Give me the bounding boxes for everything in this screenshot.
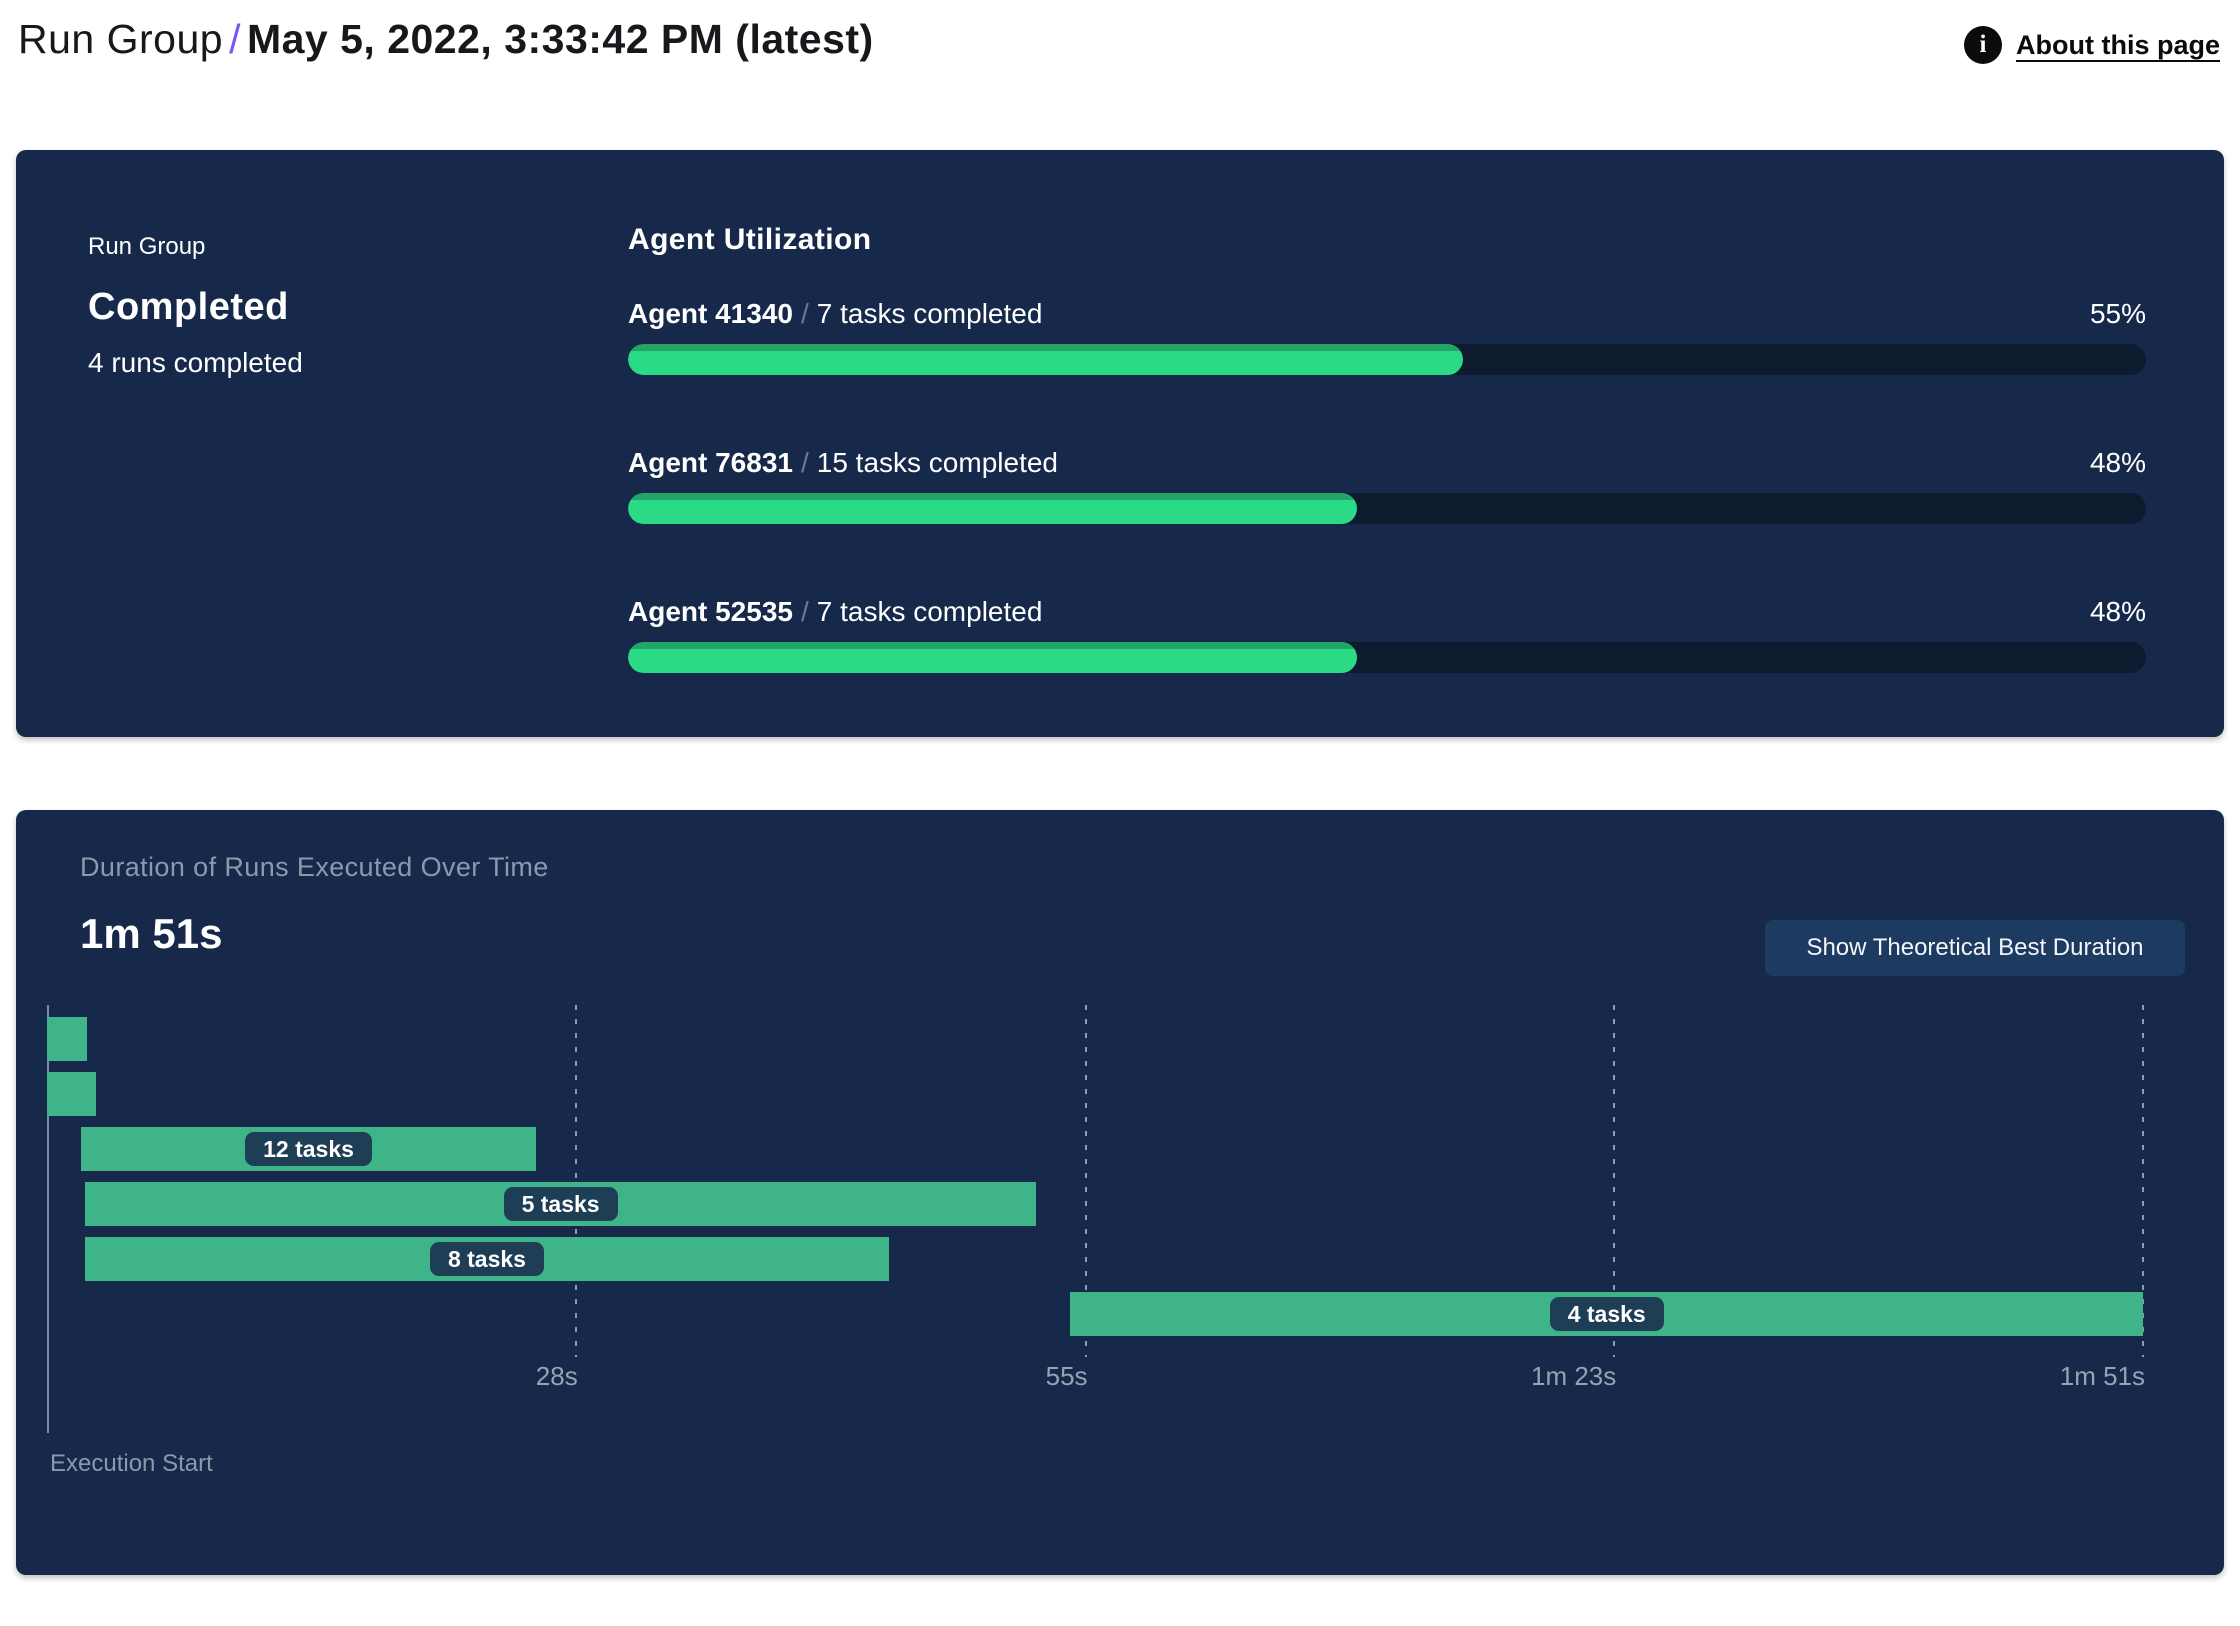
run-duration-bar[interactable]: 12 tasks — [80, 1127, 537, 1171]
agent-utilization-heading: Agent Utilization — [628, 223, 872, 256]
chart-gridline — [1084, 1005, 1087, 1357]
run-group-status-block: Run Group Completed 4 runs completed — [88, 232, 303, 380]
agent-id: Agent 76831 — [628, 447, 793, 478]
agent-utilization-track — [628, 344, 2146, 375]
execution-start-label: Execution Start — [50, 1450, 213, 1477]
agent-description: Agent 41340/7 tasks completed — [628, 298, 1042, 330]
agent-row: Agent 41340/7 tasks completed 55% — [628, 298, 2146, 375]
breadcrumb-root: Run Group — [18, 16, 224, 62]
chart-gridline — [574, 1005, 577, 1357]
chart-gridline — [2142, 1005, 2144, 1357]
agent-tasks-completed: 7 tasks completed — [816, 298, 1043, 329]
agent-id: Agent 52535 — [628, 596, 793, 627]
agent-description: Agent 76831/15 tasks completed — [628, 447, 1058, 479]
agent-row-label: Agent 41340/7 tasks completed 55% — [628, 298, 2146, 330]
run-group-label: Run Group — [88, 233, 206, 260]
runs-completed-text: 4 runs completed — [88, 347, 303, 378]
agent-separator: / — [800, 447, 809, 478]
agent-utilization-percent: 48% — [2089, 596, 2146, 627]
agent-utilization-percent: 48% — [2089, 447, 2146, 478]
agent-row: Agent 52535/7 tasks completed 48% — [628, 596, 2146, 673]
agent-row-label: Agent 76831/15 tasks completed 48% — [628, 447, 2146, 479]
execution-start-axis-line — [47, 1005, 49, 1433]
agent-utilization-fill — [628, 493, 1357, 524]
agent-row: Agent 76831/15 tasks completed 48% — [628, 447, 2146, 524]
x-axis-tick-label: 1m 51s — [2059, 1361, 2145, 1391]
breadcrumb-separator: / — [229, 16, 241, 62]
gantt-chart: 28s 55s 1m 23s 1m 51s 12 tasks 5 tasks 8 tasks… — [47, 1005, 2145, 1435]
agent-tasks-completed: 7 tasks completed — [816, 596, 1043, 627]
x-axis-tick-label: 1m 23s — [1531, 1361, 1617, 1391]
agent-utilization-section: Agent Utilization Agent 41340/7 tasks co… — [628, 222, 2146, 673]
agent-utilization-fill — [628, 344, 1463, 375]
agent-utilization-track — [628, 642, 2146, 673]
run-task-count-pill: 8 tasks — [429, 1242, 544, 1276]
run-task-count-pill: 5 tasks — [503, 1187, 618, 1221]
x-axis-tick-label: 55s — [1045, 1361, 1088, 1391]
agent-description: Agent 52535/7 tasks completed — [628, 596, 1042, 628]
run-task-count-pill: 12 tasks — [245, 1132, 372, 1166]
page-title: Run Group / May 5, 2022, 3:33:42 PM (lates… — [18, 16, 874, 63]
agent-utilization-track — [628, 493, 2146, 524]
agent-utilization-fill — [628, 642, 1357, 673]
run-group-summary-panel: Run Group Completed 4 runs completed Age… — [16, 150, 2224, 737]
agent-row-label: Agent 52535/7 tasks completed 48% — [628, 596, 2146, 628]
agent-id: Agent 41340 — [628, 298, 793, 329]
agent-separator: / — [800, 596, 809, 627]
run-task-count-pill: 4 tasks — [1549, 1297, 1664, 1331]
agent-rows: Agent 41340/7 tasks completed 55% Agent 76… — [628, 298, 2146, 673]
show-theoretical-best-duration-button[interactable]: Show Theoretical Best Duration — [1765, 920, 2185, 976]
about-this-page-link[interactable]: i About this page — [1964, 26, 2220, 64]
chart-gridline — [1613, 1005, 1616, 1357]
run-group-timestamp: May 5, 2022, 3:33:42 PM (latest) — [246, 16, 874, 62]
duration-chart-panel: Duration of Runs Executed Over Time 1m 5… — [16, 810, 2224, 1575]
run-duration-bar[interactable]: 4 tasks — [1070, 1292, 2143, 1336]
total-duration-value: 1m 51s — [80, 910, 223, 957]
duration-chart-title: Duration of Runs Executed Over Time — [80, 852, 549, 882]
status-badge: Completed — [88, 286, 289, 328]
run-duration-bar[interactable] — [47, 1072, 97, 1116]
about-link-label[interactable]: About this page — [2016, 29, 2220, 60]
agent-utilization-percent: 55% — [2089, 298, 2146, 329]
x-axis-tick-label: 28s — [535, 1361, 578, 1391]
info-icon[interactable]: i — [1964, 26, 2002, 64]
run-duration-bar[interactable] — [47, 1017, 87, 1061]
run-duration-bar[interactable]: 8 tasks — [84, 1237, 890, 1281]
agent-tasks-completed: 15 tasks completed — [816, 447, 1058, 478]
agent-separator: / — [800, 298, 809, 329]
run-duration-bar[interactable]: 5 tasks — [84, 1182, 1037, 1226]
